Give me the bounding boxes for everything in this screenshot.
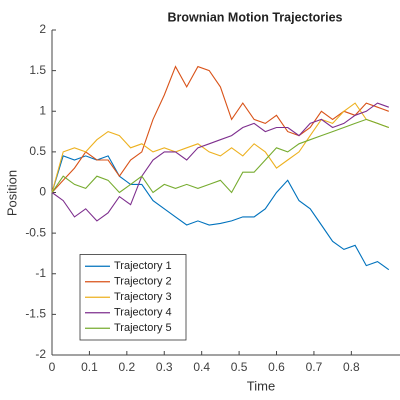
x-axis-label: Time	[247, 378, 275, 393]
trajectory-line	[51, 118, 389, 194]
x-tick-label: 0.1	[81, 360, 98, 374]
x-tick-label: 0.6	[268, 360, 285, 374]
y-tick-label: -2	[35, 347, 46, 361]
chart-title: Brownian Motion Trajectories	[167, 10, 342, 24]
x-tick-label: 0.4	[193, 360, 210, 374]
legend-label: Trajectory 1	[114, 260, 172, 272]
legend-label: Trajectory 4	[114, 307, 172, 319]
y-axis-label: Position	[4, 170, 19, 216]
x-tick-label: 0.8	[343, 360, 360, 374]
y-tick-label: -0.5	[25, 225, 46, 239]
x-tick-label: 0.2	[118, 360, 135, 374]
trajectory-line	[51, 102, 389, 193]
x-tick-label: 0.5	[231, 360, 248, 374]
x-tick-label: 0.3	[156, 360, 173, 374]
x-tick-label: 0	[49, 360, 56, 374]
trajectory-line	[51, 65, 389, 193]
y-tick-label: 1	[39, 103, 46, 117]
trajectory-line	[51, 155, 390, 271]
y-tick-label: -1.5	[25, 307, 46, 321]
y-tick-label: 1.5	[29, 63, 46, 77]
legend-label: Trajectory 2	[114, 276, 172, 288]
legend-label: Trajectory 3	[114, 291, 172, 303]
y-tick-label: 0.5	[29, 144, 46, 158]
y-tick-label: 0	[39, 185, 46, 199]
legend-label: Trajectory 5	[114, 322, 172, 334]
y-tick-label: 2	[39, 22, 46, 36]
x-tick-label: 0.7	[306, 360, 323, 374]
y-tick-label: -1	[35, 266, 46, 280]
trajectory-line	[51, 102, 389, 222]
